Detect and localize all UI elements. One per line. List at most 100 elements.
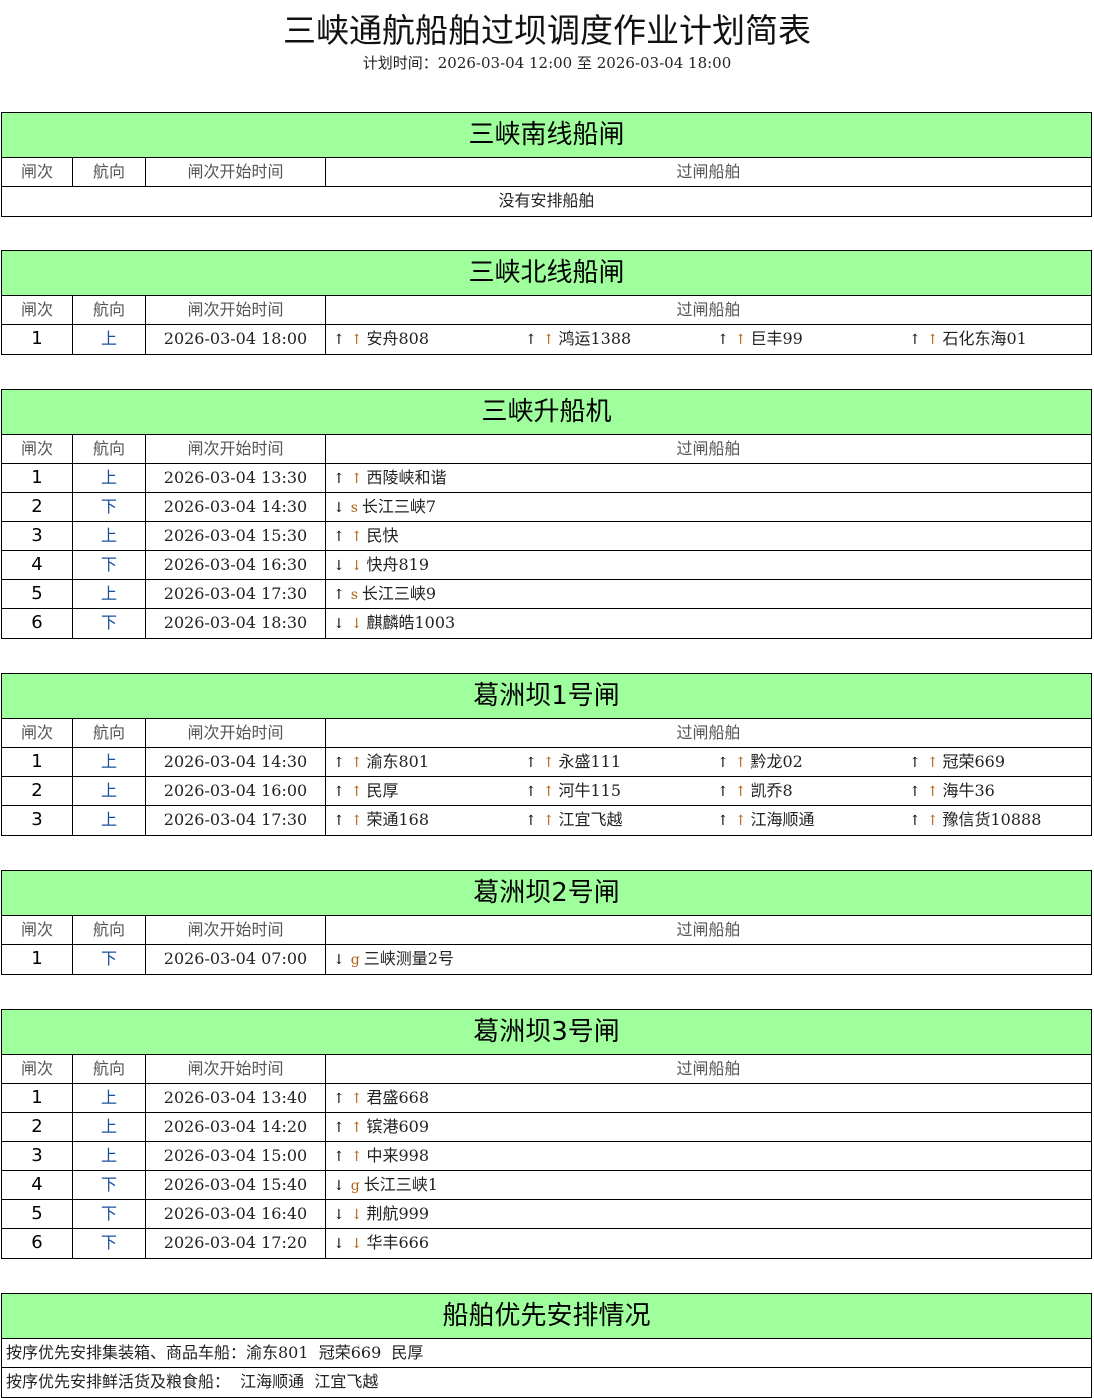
table-row[interactable]: 1 上 2026-03-04 13:40 ↑ ↑ 君盛668: [2, 1084, 1091, 1113]
ship-name: 渝东801: [366, 752, 430, 771]
start-time: 2026-03-04 13:30: [146, 464, 326, 492]
ship-flag: ↑: [926, 784, 939, 800]
lock-section: 葛洲坝2号闸 闸次 航向 闸次开始时间 过闸船舶 1 下 2026-03-04 07:00 ↓ g…: [1, 870, 1092, 975]
ship-name: 中来998: [366, 1146, 430, 1165]
direction-arrow-icon: ↓: [333, 952, 345, 968]
empty-message: 没有安排船舶: [498, 191, 595, 210]
ship-entry[interactable]: ↑ ↑ 镔港609: [333, 1113, 429, 1142]
ship-entry[interactable]: ↑ ↑ 冠荣669: [909, 748, 1005, 777]
direction: 上: [73, 325, 146, 354]
ships-cell: ↓ ↓ 麒麟皓1003: [326, 609, 1091, 638]
ship-entry[interactable]: ↑ ↑ 安舟808: [333, 325, 429, 354]
ship-name: 快舟819: [366, 555, 430, 574]
ship-entry[interactable]: ↓ g 三峡测量2号: [333, 945, 454, 974]
ship-entry[interactable]: ↓ ↓ 荆航999: [333, 1200, 429, 1229]
table-row[interactable]: 2 上 2026-03-04 14:20 ↑ ↑ 镔港609: [2, 1113, 1091, 1142]
direction-arrow-icon: ↑: [909, 784, 921, 800]
ship-entry[interactable]: ↑ ↑ 渝东801: [333, 748, 429, 777]
table-row[interactable]: 2 下 2026-03-04 14:30 ↓ s 长江三峡7: [2, 493, 1091, 522]
table-row[interactable]: 5 上 2026-03-04 17:30 ↑ s 长江三峡9: [2, 580, 1091, 609]
ship-entry[interactable]: ↑ ↑ 凯乔8: [717, 777, 793, 806]
section-title: 葛洲坝2号闸: [2, 871, 1091, 916]
ship-entry[interactable]: ↑ ↑ 鸿运1388: [525, 325, 631, 354]
table-row[interactable]: 3 上 2026-03-04 15:00 ↑ ↑ 中来998: [2, 1142, 1091, 1171]
ship-flag: s: [350, 587, 358, 603]
ship-name: 君盛668: [366, 1088, 430, 1107]
direction: 上: [73, 806, 146, 835]
direction-arrow-icon: ↓: [333, 500, 345, 516]
start-time: 2026-03-04 07:00: [146, 945, 326, 974]
column-header: 闸次开始时间: [146, 916, 326, 944]
ship-entry[interactable]: ↑ ↑ 石化东海01: [909, 325, 1027, 354]
direction-arrow-icon: ↑: [717, 784, 729, 800]
ship-entry[interactable]: ↑ ↑ 中来998: [333, 1142, 429, 1171]
section-title: 葛洲坝1号闸: [2, 674, 1091, 719]
ship-entry[interactable]: ↑ ↑ 西陵峡和谐: [333, 464, 446, 493]
table-row[interactable]: 1 上 2026-03-04 13:30 ↑ ↑ 西陵峡和谐: [2, 464, 1091, 493]
direction-arrow-icon: ↑: [333, 1091, 345, 1107]
ship-entry[interactable]: ↓ ↓ 麒麟皓1003: [333, 609, 455, 638]
table-row[interactable]: 1 下 2026-03-04 07:00 ↓ g 三峡测量2号: [2, 945, 1091, 974]
ship-entry[interactable]: ↑ ↑ 君盛668: [333, 1084, 429, 1113]
start-time: 2026-03-04 16:40: [146, 1200, 326, 1228]
ship-name: 长江三峡7: [361, 497, 437, 516]
section-title: 三峡升船机: [2, 390, 1091, 435]
table-row[interactable]: 5 下 2026-03-04 16:40 ↓ ↓ 荆航999: [2, 1200, 1091, 1229]
table-row[interactable]: 4 下 2026-03-04 16:30 ↓ ↓ 快舟819: [2, 551, 1091, 580]
direction: 上: [73, 464, 146, 492]
start-time: 2026-03-04 14:20: [146, 1113, 326, 1141]
ship-entry[interactable]: ↑ ↑ 海牛36: [909, 777, 995, 806]
table-row[interactable]: 1 上 2026-03-04 18:00 ↑ ↑ 安舟808 ↑ ↑ 鸿运1388 ↑ ↑ 巨丰99 ↑…: [2, 325, 1091, 354]
ship-entry[interactable]: ↓ s 长江三峡7: [333, 493, 436, 522]
ship-entry[interactable]: ↑ ↑ 河牛115: [525, 777, 621, 806]
table-row[interactable]: 3 上 2026-03-04 15:30 ↑ ↑ 民快: [2, 522, 1091, 551]
ship-entry[interactable]: ↑ ↑ 永盛111: [525, 748, 621, 777]
lock-number: 3: [2, 522, 73, 550]
column-header: 闸次开始时间: [146, 1055, 326, 1083]
table-header: 闸次 航向 闸次开始时间 过闸船舶: [2, 296, 1091, 325]
table-row[interactable]: 4 下 2026-03-04 15:40 ↓ g 长江三峡1: [2, 1171, 1091, 1200]
lock-section: 三峡南线船闸 闸次 航向 闸次开始时间 过闸船舶 没有安排船舶: [1, 112, 1092, 217]
ship-entry[interactable]: ↓ ↓ 快舟819: [333, 551, 429, 580]
direction-arrow-icon: ↓: [333, 616, 345, 632]
table-row[interactable]: 6 下 2026-03-04 18:30 ↓ ↓ 麒麟皓1003: [2, 609, 1091, 638]
ship-entry[interactable]: ↑ ↑ 豫信货10888: [909, 806, 1041, 835]
table-row[interactable]: 1 上 2026-03-04 14:30 ↑ ↑ 渝东801 ↑ ↑ 永盛111 ↑ ↑ 黔龙02 ↑ ↑…: [2, 748, 1091, 777]
ship-name: 永盛111: [558, 752, 622, 771]
ship-flag: ↑: [350, 471, 363, 487]
ship-entry[interactable]: ↑ ↑ 民厚: [333, 777, 398, 806]
table-row[interactable]: 2 上 2026-03-04 16:00 ↑ ↑ 民厚 ↑ ↑ 河牛115 ↑ ↑ 凯乔8 ↑ ↑ 海牛36: [2, 777, 1091, 806]
ship-entry[interactable]: ↑ ↑ 江宜飞越: [525, 806, 622, 835]
ship-flag: ↓: [350, 1236, 363, 1252]
lock-number: 6: [2, 1229, 73, 1258]
direction-arrow-icon: ↑: [333, 755, 345, 771]
ship-flag: ↑: [350, 1120, 363, 1136]
ships-cell: ↓ g 三峡测量2号: [326, 945, 1091, 974]
lock-number: 3: [2, 806, 73, 835]
lock-section: 三峡北线船闸 闸次 航向 闸次开始时间 过闸船舶 1 上 2026-03-04 18:00 ↑ ↑…: [1, 250, 1092, 355]
ship-entry[interactable]: ↑ ↑ 黔龙02: [717, 748, 803, 777]
ship-entry[interactable]: ↓ ↓ 华丰666: [333, 1229, 429, 1258]
ship-flag: ↑: [926, 813, 939, 829]
ship-entry[interactable]: ↑ s 长江三峡9: [333, 580, 436, 609]
ship-name: 安舟808: [366, 329, 430, 348]
ship-name: 长江三峡9: [361, 584, 437, 603]
ship-entry[interactable]: ↑ ↑ 巨丰99: [717, 325, 803, 354]
ship-entry[interactable]: ↓ g 长江三峡1: [333, 1171, 438, 1200]
ship-name: 华丰666: [366, 1233, 430, 1252]
ships-cell: ↑ ↑ 渝东801 ↑ ↑ 永盛111 ↑ ↑ 黔龙02 ↑ ↑ 冠荣669: [326, 748, 1091, 776]
ship-entry[interactable]: ↑ ↑ 荣通168: [333, 806, 429, 835]
table-row[interactable]: 6 下 2026-03-04 17:20 ↓ ↓ 华丰666: [2, 1229, 1091, 1258]
ship-name: 黔龙02: [750, 752, 803, 771]
table-row[interactable]: 3 上 2026-03-04 17:30 ↑ ↑ 荣通168 ↑ ↑ 江宜飞越 ↑ ↑ 江海顺通 ↑ ↑ 豫…: [2, 806, 1091, 835]
ship-flag: ↑: [350, 529, 363, 545]
ship-entry[interactable]: ↑ ↑ 江海顺通: [717, 806, 814, 835]
column-header: 过闸船舶: [676, 162, 741, 181]
ship-name: 荆航999: [366, 1204, 430, 1223]
lock-number: 1: [2, 748, 73, 776]
ship-flag: g: [350, 952, 360, 968]
ship-name: 荣通168: [366, 810, 430, 829]
table-header: 闸次 航向 闸次开始时间 过闸船舶: [2, 158, 1091, 187]
ship-entry[interactable]: ↑ ↑ 民快: [333, 522, 398, 551]
column-header: 过闸船舶: [676, 1059, 741, 1078]
